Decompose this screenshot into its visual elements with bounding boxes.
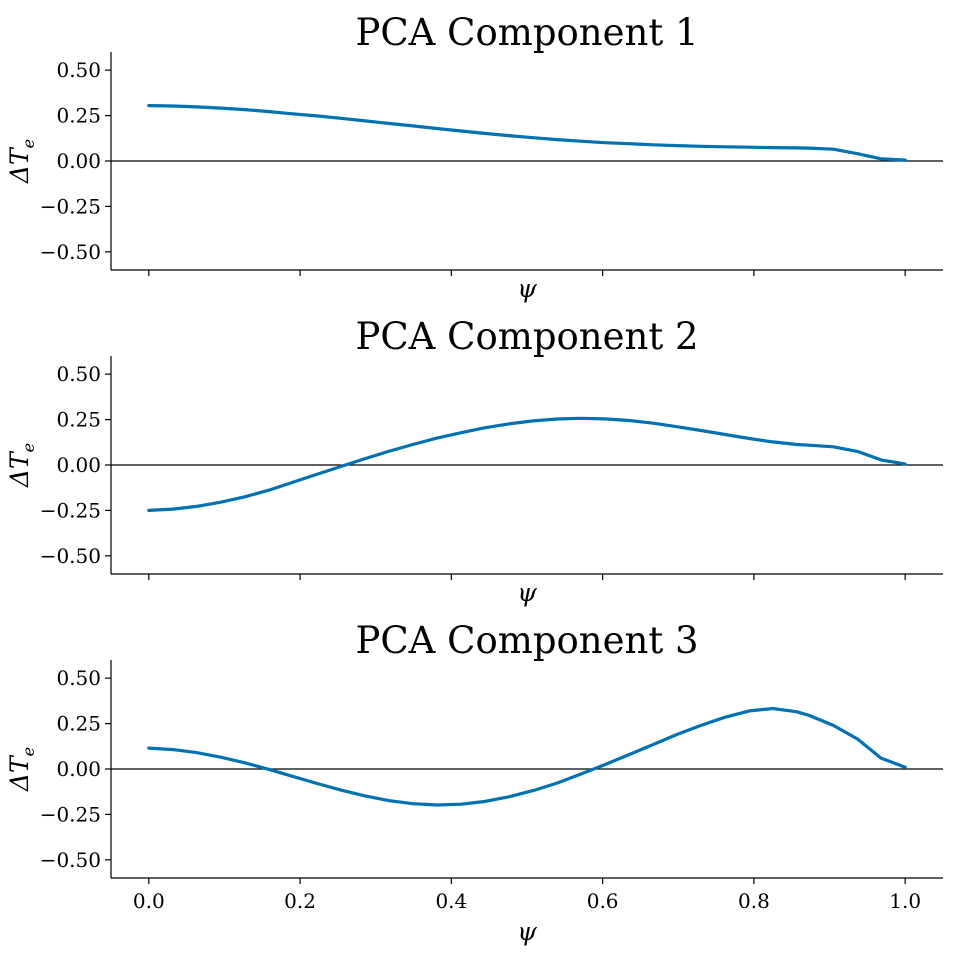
y-tick-label: 0.00	[56, 453, 101, 477]
series-line	[147, 416, 907, 512]
series-line	[147, 104, 907, 162]
x-tick-label: 1.0	[889, 889, 921, 913]
y-axis-label-subscript: e	[19, 443, 38, 452]
y-axis-label-subscript: e	[19, 139, 38, 148]
x-tick-label: 0.6	[587, 889, 619, 913]
y-tick-label: 0.00	[56, 757, 101, 781]
y-axis-label-base: ΔT	[5, 146, 34, 184]
y-tick-label: 0.50	[56, 58, 101, 82]
y-axis-label-base: ΔT	[5, 450, 34, 488]
subplot-2-title: PCA Component 2	[355, 315, 698, 358]
subplot-2: PCA Component 2 0.50 0.25 0.00 −0.25 −0.50 ψ ΔT…	[5, 315, 943, 607]
y-tick-label: −0.25	[40, 498, 101, 522]
y-tick-label: 0.25	[56, 712, 101, 736]
subplot-1: PCA Component 1 0.50 0.25 0.00 −0.25 −0.50 ψ ΔT…	[5, 11, 943, 303]
y-tick-label: −0.50	[40, 544, 101, 568]
series-line	[147, 706, 907, 807]
x-axis-label: ψ	[517, 917, 537, 946]
y-axis-label: ΔTe	[5, 747, 38, 792]
y-tick-label: 0.00	[56, 149, 101, 173]
y-tick-label: 0.25	[56, 408, 101, 432]
y-axis-label: ΔTe	[5, 139, 38, 184]
y-tick-label: 0.50	[56, 362, 101, 386]
y-axis-label-subscript: e	[19, 747, 38, 756]
subplot-3-title: PCA Component 3	[355, 619, 698, 662]
y-tick-label: 0.25	[56, 104, 101, 128]
y-axis-label: ΔTe	[5, 443, 38, 488]
y-tick-label: −0.25	[40, 194, 101, 218]
y-tick-label: −0.25	[40, 802, 101, 826]
x-tick-label: 0.4	[435, 889, 467, 913]
x-tick-label: 0.0	[133, 889, 165, 913]
y-axis-label-base: ΔT	[5, 754, 34, 792]
subplot-3: PCA Component 3 0.50 0.25 0.00 −0.25 −0.50 0.0…	[5, 619, 943, 946]
x-tick-label: 0.2	[284, 889, 316, 913]
subplot-1-title: PCA Component 1	[355, 11, 698, 54]
x-axis-label: ψ	[517, 578, 537, 607]
x-tick-label: 0.8	[738, 889, 770, 913]
y-tick-label: −0.50	[40, 848, 101, 872]
x-axis-label: ψ	[517, 274, 537, 303]
y-tick-label: −0.50	[40, 240, 101, 264]
y-tick-label: 0.50	[56, 666, 101, 690]
